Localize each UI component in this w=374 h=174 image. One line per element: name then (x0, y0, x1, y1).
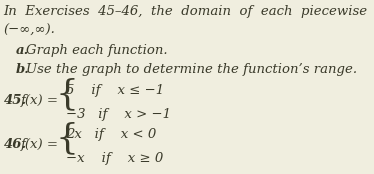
Text: −3   if    x > −1: −3 if x > −1 (66, 108, 171, 121)
Text: a.: a. (16, 44, 30, 57)
Text: b.: b. (16, 63, 30, 76)
Text: f(x) =: f(x) = (20, 94, 58, 107)
Text: 45.: 45. (3, 94, 27, 107)
Text: Graph each function.: Graph each function. (25, 44, 167, 57)
Text: 5    if    x ≤ −1: 5 if x ≤ −1 (66, 84, 164, 97)
Text: f(x) =: f(x) = (20, 138, 58, 151)
Text: Use the graph to determine the function’s range.: Use the graph to determine the function’… (25, 63, 357, 76)
Text: 46.: 46. (3, 138, 27, 151)
Text: In  Exercises  45–46,  the  domain  of  each  piecewise  function  is: In Exercises 45–46, the domain of each p… (3, 5, 374, 18)
Text: −x    if    x ≥ 0: −x if x ≥ 0 (66, 152, 163, 165)
Text: {: { (55, 77, 78, 111)
Text: (−∞,∞).: (−∞,∞). (3, 24, 55, 37)
Text: {: { (55, 121, 78, 155)
Text: 2x   if    x < 0: 2x if x < 0 (66, 128, 156, 141)
